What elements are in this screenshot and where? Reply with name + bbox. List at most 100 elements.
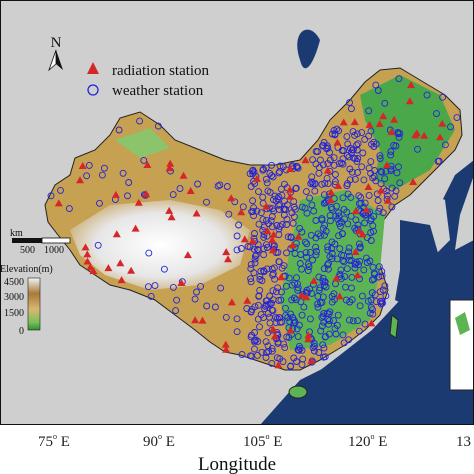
weather-station-marker [268, 161, 276, 169]
weather-station-marker [237, 245, 245, 252]
weather-station-marker [279, 163, 287, 171]
weather-station-marker [356, 243, 364, 251]
radiation-station-marker [304, 335, 313, 343]
weather-station-marker [381, 175, 389, 183]
weather-station-marker [345, 153, 353, 161]
weather-station-marker [239, 203, 247, 211]
weather-station-marker [273, 314, 281, 322]
weather-station-marker [83, 172, 91, 180]
weather-station-marker [276, 168, 284, 176]
weather-station-marker [361, 199, 369, 207]
weather-station-marker [217, 284, 225, 292]
weather-station-marker [356, 302, 364, 310]
weather-station-marker [340, 205, 348, 213]
weather-station-marker [314, 230, 322, 238]
radiation-station-marker [297, 291, 306, 299]
weather-station-marker [303, 240, 311, 248]
radiation-station-marker [339, 118, 348, 126]
weather-station-marker [314, 292, 322, 300]
weather-station-marker [268, 172, 276, 180]
weather-station-marker [147, 292, 155, 300]
weather-station-marker [378, 168, 386, 176]
weather-station-marker [376, 298, 384, 305]
weather-station-marker [57, 186, 64, 194]
weather-station-marker [353, 141, 361, 149]
weather-station-marker [345, 244, 353, 252]
weather-station-marker [251, 252, 259, 260]
weather-station-marker [263, 265, 271, 273]
radiation-station-marker [351, 248, 360, 255]
weather-station-marker [309, 256, 316, 264]
weather-station-marker [268, 345, 276, 353]
weather-station-marker [254, 301, 262, 309]
weather-station-marker [258, 277, 266, 285]
weather-station-marker [394, 129, 402, 136]
radiation-station-marker [86, 263, 95, 271]
weather-station-marker [367, 215, 375, 223]
weather-station-marker [393, 169, 401, 177]
weather-station-marker [354, 155, 362, 162]
weather-station-marker [277, 185, 285, 193]
radiation-station-marker [350, 118, 359, 126]
weather-station-marker [119, 169, 127, 177]
weather-station-marker [339, 331, 347, 339]
weather-station-marker [251, 345, 258, 353]
weather-station-marker [94, 241, 102, 249]
radiation-station-marker [83, 250, 92, 258]
radiation-station-marker [117, 276, 126, 284]
radiation-station-marker [221, 340, 230, 348]
radiation-station-marker [76, 176, 84, 184]
radiation-station-marker [269, 325, 278, 333]
weather-station-marker [256, 272, 264, 280]
weather-station-marker [354, 317, 362, 325]
weather-station-marker [361, 135, 369, 143]
radiation-station-marker [277, 273, 286, 281]
weather-station-marker [310, 207, 318, 215]
weather-station-marker [268, 359, 276, 367]
weather-station-marker [326, 156, 334, 164]
weather-station-marker [342, 296, 350, 304]
weather-station-marker [306, 248, 314, 256]
weather-station-marker [365, 107, 373, 115]
weather-station-marker [282, 312, 290, 320]
weather-station-marker [376, 152, 384, 160]
weather-station-marker [335, 212, 343, 220]
weather-station-marker [176, 185, 184, 193]
weather-station-marker [160, 265, 168, 273]
northeast-plain [360, 75, 455, 190]
weather-station-marker [324, 144, 332, 152]
weather-station-marker [261, 302, 269, 310]
weather-station-marker [318, 215, 326, 223]
weather-station-marker [349, 128, 357, 136]
colorbar-title: Elevation(m) [0, 264, 53, 275]
radiation-station-marker [179, 171, 188, 179]
weather-station-marker [284, 233, 292, 241]
radiation-station-marker [192, 209, 201, 217]
weather-station-marker [288, 281, 296, 289]
weather-station-marker [203, 198, 210, 206]
x-tick-90: 90o E [143, 432, 175, 450]
weather-station-marker [243, 305, 251, 312]
weather-station-marker [377, 167, 385, 175]
weather-station-marker [325, 320, 332, 328]
weather-station-marker [268, 299, 275, 307]
weather-station-marker [222, 313, 230, 321]
weather-station-marker [351, 175, 359, 183]
weather-station-marker [315, 349, 323, 356]
weather-station-marker [324, 180, 332, 188]
weather-station-marker [315, 273, 323, 281]
weather-station-marker [269, 287, 277, 295]
inset-land [455, 312, 470, 335]
weather-station-marker [322, 227, 330, 235]
weather-station-marker [124, 192, 131, 200]
weather-station-marker [247, 260, 255, 268]
weather-station-marker [293, 162, 301, 170]
weather-station-marker [292, 184, 300, 192]
weather-station-marker [144, 283, 152, 291]
radiation-station-marker [379, 112, 388, 120]
weather-station-marker [355, 261, 362, 269]
weather-station-marker [346, 99, 353, 107]
weather-station-marker [367, 296, 375, 304]
weather-station-marker [295, 346, 303, 354]
weather-station-marker [278, 264, 286, 272]
